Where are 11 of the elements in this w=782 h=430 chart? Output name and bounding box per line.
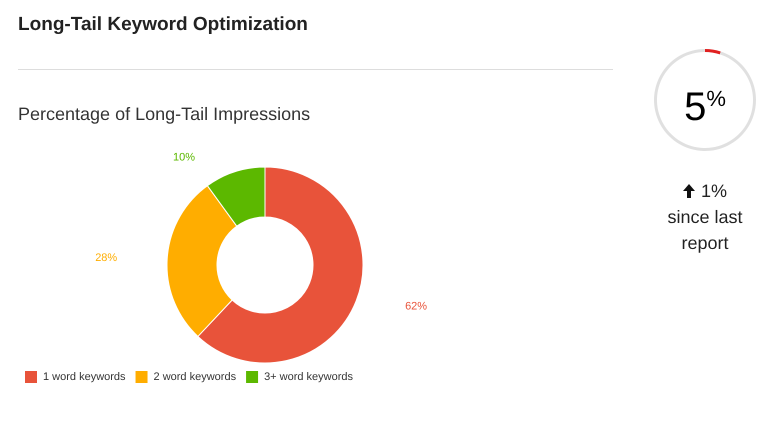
chart-title: Long-Tail Keyword Optimization xyxy=(18,14,308,36)
legend-label: 3+ word keywords xyxy=(264,371,354,383)
data-label: 10% xyxy=(173,152,196,164)
chart-subtitle: Percentage of Long-Tail Impressions xyxy=(18,104,310,125)
data-label: 62% xyxy=(405,300,428,313)
legend-label: 1 word keywords xyxy=(43,371,126,383)
legend-label: 2 word keywords xyxy=(154,371,237,383)
text: 1% xyxy=(700,181,727,201)
text: 5$^{%}$ xyxy=(683,84,727,131)
text: since last report xyxy=(667,207,743,253)
data-label: 28% xyxy=(95,252,118,264)
